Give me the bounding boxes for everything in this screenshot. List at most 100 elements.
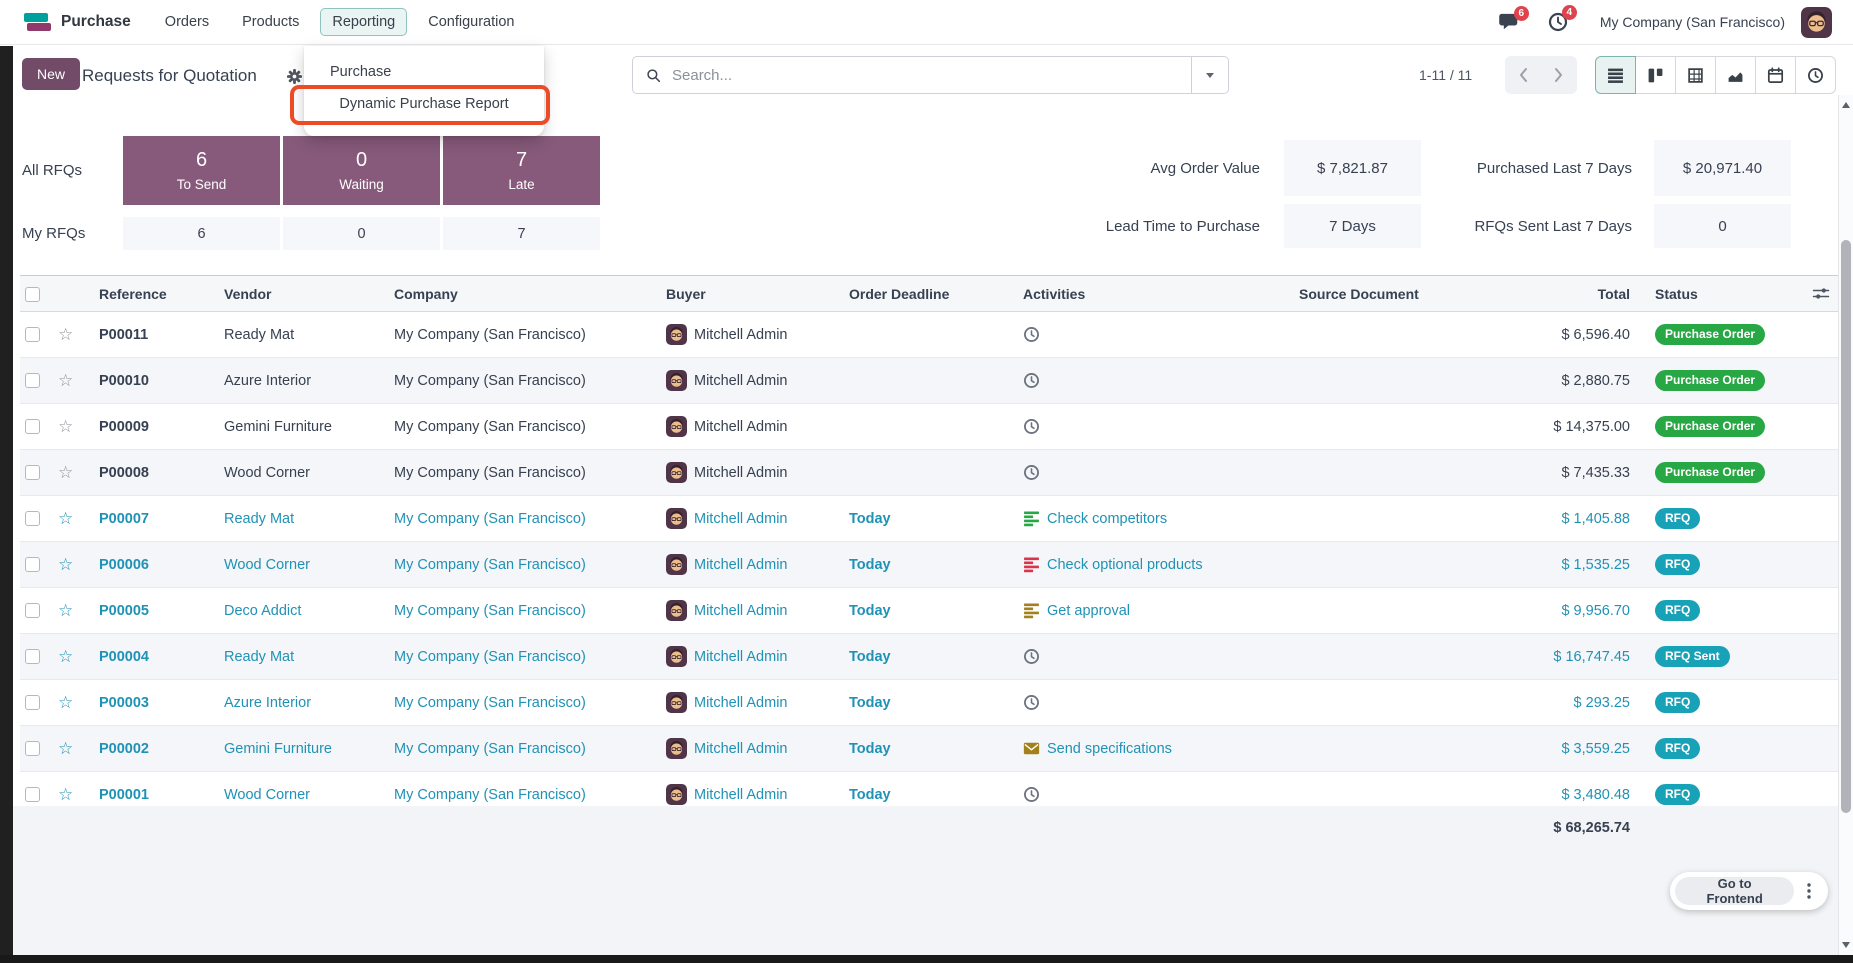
cell-buyer[interactable]: Mitchell Admin	[645, 495, 830, 542]
table-row[interactable]: ☆ P00002 Gemini Furniture My Company (San F…	[20, 725, 1838, 772]
cell-buyer[interactable]: Mitchell Admin	[645, 725, 830, 772]
app-name[interactable]: Purchase	[61, 13, 131, 30]
cell-order-deadline[interactable]: Today	[830, 587, 1005, 634]
stat-value-purchased-last-7-days[interactable]: $ 20,971.40	[1654, 140, 1791, 196]
kpi-box-all-rfqs-to-send[interactable]: 6 To Send	[123, 136, 280, 205]
activity-clock-icon[interactable]	[1023, 648, 1040, 665]
header-activities[interactable]: Activities	[1005, 275, 1280, 312]
star-icon[interactable]: ☆	[45, 357, 80, 404]
activity-envelope-icon[interactable]	[1023, 740, 1040, 757]
table-row[interactable]: ☆ P00005 Deco Addict My Company (San Franci…	[20, 587, 1838, 634]
header-total[interactable]: Total	[1530, 275, 1640, 312]
cell-source-document[interactable]	[1280, 495, 1530, 542]
pager-next-button[interactable]	[1541, 56, 1577, 94]
star-icon[interactable]: ☆	[45, 403, 80, 450]
status-badge[interactable]: RFQ	[1655, 738, 1701, 759]
header-buyer[interactable]: Buyer	[645, 275, 830, 312]
messages-button[interactable]: 6	[1499, 5, 1529, 32]
cell-total[interactable]: $ 2,880.75	[1530, 357, 1640, 404]
cell-order-deadline[interactable]: Today	[830, 679, 1005, 726]
cell-reference[interactable]: P00005	[80, 587, 205, 634]
cell-source-document[interactable]	[1280, 541, 1530, 588]
cell-source-document[interactable]	[1280, 357, 1530, 404]
activity-link[interactable]: Get approval	[1047, 602, 1131, 619]
cell-buyer[interactable]: Mitchell Admin	[645, 679, 830, 726]
row-checkbox[interactable]	[25, 649, 40, 665]
activity-list-icon[interactable]	[1023, 556, 1040, 573]
activities-button[interactable]: 4	[1548, 5, 1577, 32]
row-checkbox[interactable]	[25, 327, 40, 343]
cell-buyer[interactable]: Mitchell Admin	[645, 357, 830, 404]
cell-vendor[interactable]: Gemini Furniture	[205, 403, 375, 450]
table-row[interactable]: ☆ P00008 Wood Corner My Company (San Franci…	[20, 449, 1838, 496]
activity-clock-icon[interactable]	[1023, 326, 1040, 343]
cell-reference[interactable]: P00008	[80, 449, 205, 496]
status-badge[interactable]: RFQ	[1655, 508, 1701, 529]
kebab-menu-button[interactable]	[1794, 877, 1824, 905]
cell-buyer[interactable]: Mitchell Admin	[645, 311, 830, 358]
star-icon[interactable]: ☆	[45, 311, 80, 358]
cell-vendor[interactable]: Wood Corner	[205, 449, 375, 496]
search-options-toggle[interactable]	[1191, 57, 1228, 93]
kpi-box-my-rfqs-2[interactable]: 7	[443, 217, 600, 250]
view-switch-pivot-button[interactable]	[1675, 56, 1716, 94]
stat-value-lead-time-to-purchase[interactable]: 7 Days	[1284, 204, 1421, 248]
dropdown-item-dynamic-purchase-report[interactable]: Dynamic Purchase Report	[290, 85, 550, 125]
header-status[interactable]: Status	[1640, 275, 1800, 312]
status-badge[interactable]: RFQ	[1655, 784, 1701, 805]
cell-total[interactable]: $ 1,535.25	[1530, 541, 1640, 588]
activity-clock-icon[interactable]	[1023, 418, 1040, 435]
pager-value[interactable]: 1-11 / 11	[1419, 67, 1473, 83]
cell-reference[interactable]: P00004	[80, 633, 205, 680]
status-badge[interactable]: RFQ	[1655, 600, 1701, 621]
cell-company[interactable]: My Company (San Francisco)	[375, 403, 645, 450]
header-company[interactable]: Company	[375, 275, 645, 312]
star-icon[interactable]: ☆	[45, 679, 80, 726]
menu-reporting[interactable]: Reporting	[320, 8, 408, 36]
cell-order-deadline[interactable]	[830, 403, 1005, 450]
table-row[interactable]: ☆ P00010 Azure Interior My Company (San Fra…	[20, 357, 1838, 404]
cell-reference[interactable]: P00003	[80, 679, 205, 726]
cell-vendor[interactable]: Azure Interior	[205, 357, 375, 404]
gear-icon[interactable]	[287, 69, 302, 84]
select-all-checkbox[interactable]	[25, 286, 40, 302]
cell-company[interactable]: My Company (San Francisco)	[375, 633, 645, 680]
kpi-box-my-rfqs-1[interactable]: 0	[283, 217, 440, 250]
cell-order-deadline[interactable]: Today	[830, 725, 1005, 772]
star-icon[interactable]: ☆	[45, 633, 80, 680]
cell-vendor[interactable]: Wood Corner	[205, 541, 375, 588]
view-switch-graph-button[interactable]	[1715, 56, 1756, 94]
kpi-box-my-rfqs-0[interactable]: 6	[123, 217, 280, 250]
row-checkbox[interactable]	[25, 787, 40, 803]
cell-reference[interactable]: P00006	[80, 541, 205, 588]
new-button[interactable]: New	[22, 58, 81, 90]
view-switch-list-button[interactable]	[1595, 56, 1636, 94]
status-badge[interactable]: RFQ	[1655, 692, 1701, 713]
cell-order-deadline[interactable]	[830, 357, 1005, 404]
header-order-deadline[interactable]: Order Deadline	[830, 275, 1005, 312]
cell-reference[interactable]: P00010	[80, 357, 205, 404]
activity-list-icon[interactable]	[1023, 602, 1040, 619]
menu-orders[interactable]: Orders	[164, 14, 210, 30]
cell-company[interactable]: My Company (San Francisco)	[375, 495, 645, 542]
cell-vendor[interactable]: Deco Addict	[205, 587, 375, 634]
cell-vendor[interactable]: Azure Interior	[205, 679, 375, 726]
status-badge[interactable]: Purchase Order	[1655, 324, 1766, 345]
table-row[interactable]: ☆ P00003 Azure Interior My Company (San Fra…	[20, 679, 1838, 726]
dropdown-item-purchase[interactable]: Purchase	[330, 64, 392, 80]
cell-buyer[interactable]: Mitchell Admin	[645, 403, 830, 450]
cell-company[interactable]: My Company (San Francisco)	[375, 311, 645, 358]
cell-source-document[interactable]	[1280, 587, 1530, 634]
stat-value-rfqs-sent-last-7-days[interactable]: 0	[1654, 204, 1791, 248]
cell-total[interactable]: $ 1,405.88	[1530, 495, 1640, 542]
page-scrollbar[interactable]	[1838, 95, 1853, 955]
header-vendor[interactable]: Vendor	[205, 275, 375, 312]
star-icon[interactable]: ☆	[45, 725, 80, 772]
cell-order-deadline[interactable]: Today	[830, 495, 1005, 542]
cell-buyer[interactable]: Mitchell Admin	[645, 449, 830, 496]
status-badge[interactable]: Purchase Order	[1655, 370, 1766, 391]
cell-buyer[interactable]: Mitchell Admin	[645, 587, 830, 634]
star-icon[interactable]: ☆	[45, 495, 80, 542]
header-source-document[interactable]: Source Document	[1280, 275, 1530, 312]
cell-reference[interactable]: P00011	[80, 311, 205, 358]
